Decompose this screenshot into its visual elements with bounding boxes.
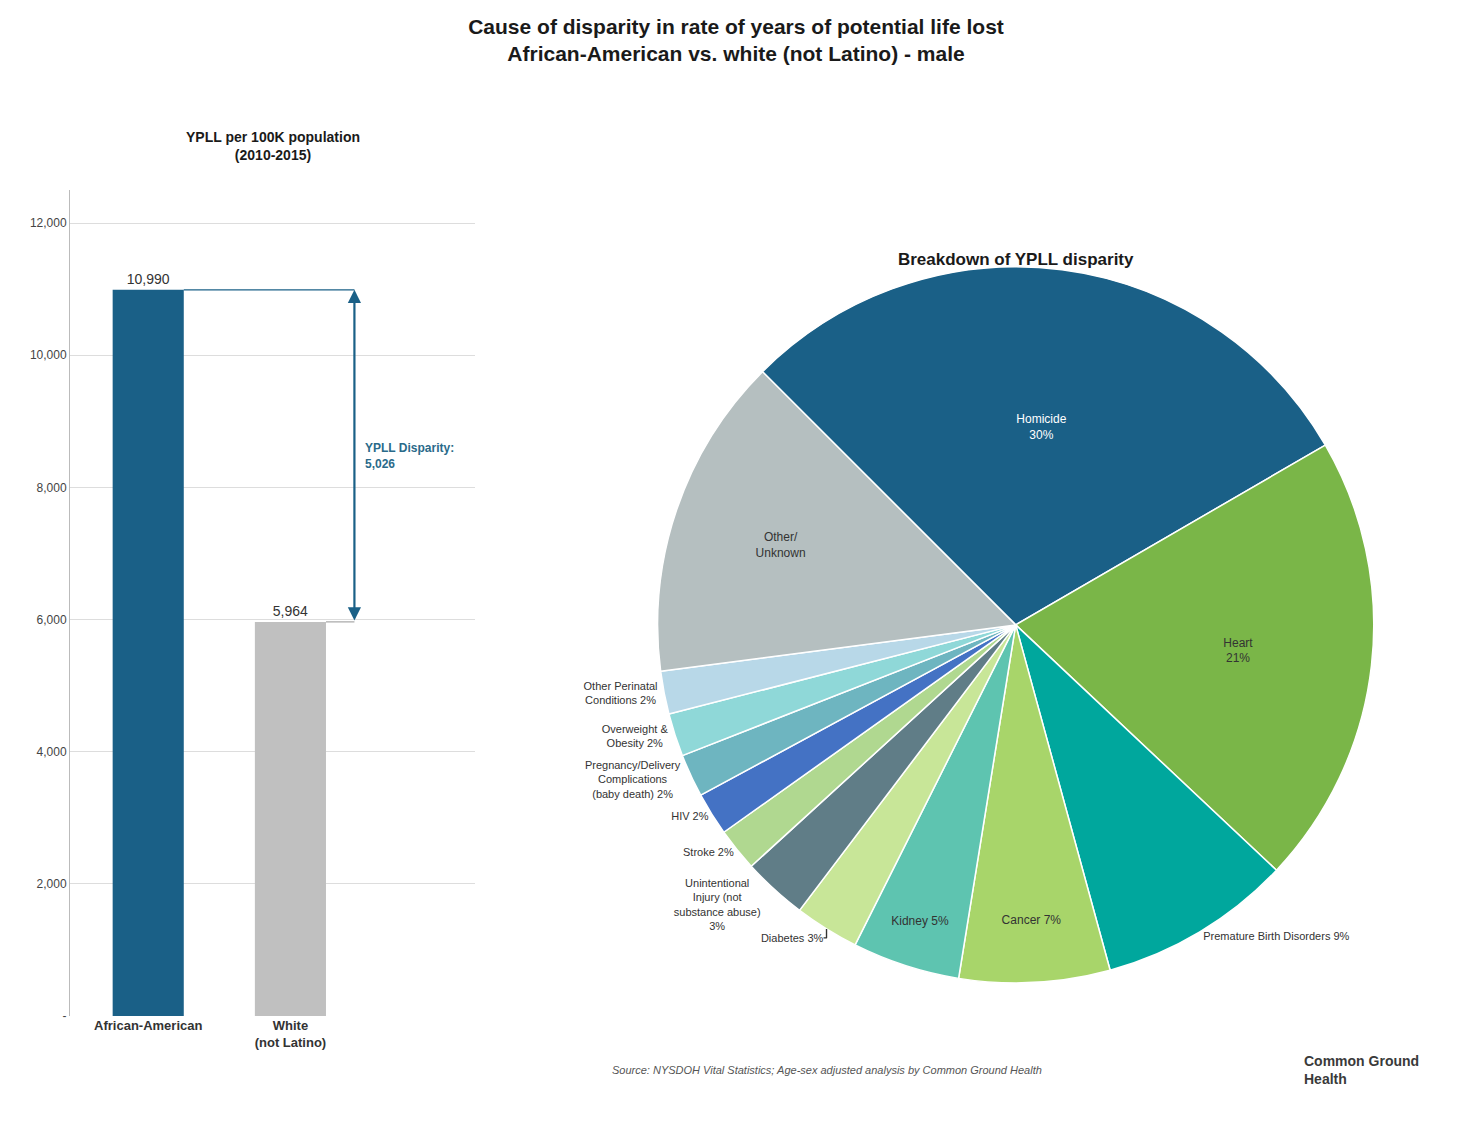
svg-text:8,000: 8,000	[37, 481, 67, 495]
svg-text:YPLL Disparity:5,026: YPLL Disparity:5,026	[365, 441, 454, 471]
svg-text:Heart21%: Heart21%	[1223, 636, 1253, 666]
svg-text:Other/Unknown: Other/Unknown	[756, 530, 806, 560]
svg-text:Breakdown of YPLL disparity: Breakdown of YPLL disparity	[898, 250, 1134, 269]
svg-text:12,000: 12,000	[30, 216, 67, 230]
svg-text:Cancer 7%: Cancer 7%	[1002, 913, 1062, 927]
svg-text:6,000: 6,000	[37, 613, 67, 627]
svg-text:10,990: 10,990	[127, 271, 170, 287]
svg-text:Kidney 5%: Kidney 5%	[891, 914, 949, 928]
svg-text:5,964: 5,964	[273, 603, 308, 619]
svg-text:4,000: 4,000	[37, 745, 67, 759]
svg-text:Cause of disparity in rate of: Cause of disparity in rate of years of p…	[468, 15, 1004, 65]
svg-text:Premature Birth Disorders 9%: Premature Birth Disorders 9%	[1203, 930, 1349, 942]
svg-text:10,000: 10,000	[30, 348, 67, 362]
svg-text:HIV 2%: HIV 2%	[671, 810, 709, 822]
svg-text:White(not Latino): White(not Latino)	[255, 1018, 326, 1050]
svg-text:Overweight &Obesity 2%: Overweight &Obesity 2%	[602, 723, 669, 749]
svg-text:YPLL per 100K population(2010-: YPLL per 100K population(2010-2015)	[186, 129, 360, 163]
svg-text:2,000: 2,000	[37, 877, 67, 891]
svg-text:UnintentionalInjury (notsubsta: UnintentionalInjury (notsubstance abuse)…	[674, 877, 761, 932]
svg-text:Common GroundHealth: Common GroundHealth	[1304, 1053, 1419, 1087]
svg-text:Stroke 2%: Stroke 2%	[683, 846, 734, 858]
svg-text:Diabetes 3%: Diabetes 3%	[761, 932, 824, 944]
svg-text:African-American: African-American	[94, 1018, 202, 1033]
svg-text:Source: NYSDOH Vital Statistic: Source: NYSDOH Vital Statistics; Age-sex…	[612, 1064, 1042, 1076]
svg-text:-: -	[63, 1009, 67, 1023]
svg-text:Other PerinatalConditions 2%: Other PerinatalConditions 2%	[584, 680, 658, 706]
svg-text:Pregnancy/DeliveryComplication: Pregnancy/DeliveryComplications(baby dea…	[585, 759, 681, 800]
svg-text:Homicide30%: Homicide30%	[1016, 412, 1066, 442]
